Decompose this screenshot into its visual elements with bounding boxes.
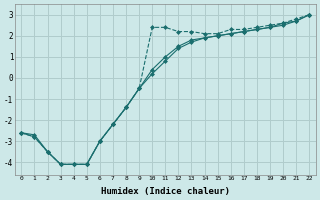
X-axis label: Humidex (Indice chaleur): Humidex (Indice chaleur) (101, 187, 230, 196)
